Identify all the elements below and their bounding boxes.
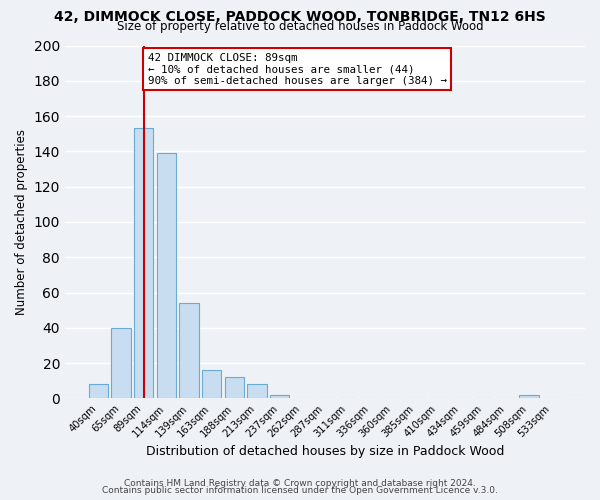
Y-axis label: Number of detached properties: Number of detached properties [15,129,28,315]
Text: Contains HM Land Registry data © Crown copyright and database right 2024.: Contains HM Land Registry data © Crown c… [124,478,476,488]
X-axis label: Distribution of detached houses by size in Paddock Wood: Distribution of detached houses by size … [146,444,504,458]
Bar [247,384,266,398]
Bar [157,153,176,398]
Bar [270,395,289,398]
Text: 42 DIMMOCK CLOSE: 89sqm
← 10% of detached houses are smaller (44)
90% of semi-de: 42 DIMMOCK CLOSE: 89sqm ← 10% of detache… [148,52,446,86]
Text: Contains public sector information licensed under the Open Government Licence v.: Contains public sector information licen… [102,486,498,495]
Bar [520,395,539,398]
Bar [179,303,199,398]
Bar [224,378,244,398]
Bar [89,384,108,398]
Text: Size of property relative to detached houses in Paddock Wood: Size of property relative to detached ho… [116,20,484,33]
Bar [134,128,153,398]
Text: 42, DIMMOCK CLOSE, PADDOCK WOOD, TONBRIDGE, TN12 6HS: 42, DIMMOCK CLOSE, PADDOCK WOOD, TONBRID… [54,10,546,24]
Bar [111,328,131,398]
Bar [202,370,221,398]
